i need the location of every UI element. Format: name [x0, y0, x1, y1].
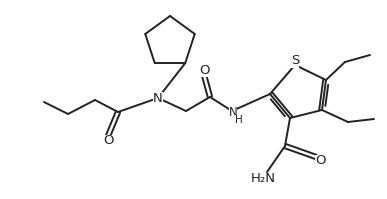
Text: S: S — [291, 55, 299, 67]
Text: O: O — [199, 63, 209, 76]
Text: O: O — [315, 154, 325, 168]
Text: N: N — [229, 105, 237, 118]
Text: H₂N: H₂N — [250, 173, 276, 185]
Text: O: O — [103, 135, 113, 147]
Text: N: N — [153, 92, 163, 104]
Text: H: H — [235, 115, 243, 125]
